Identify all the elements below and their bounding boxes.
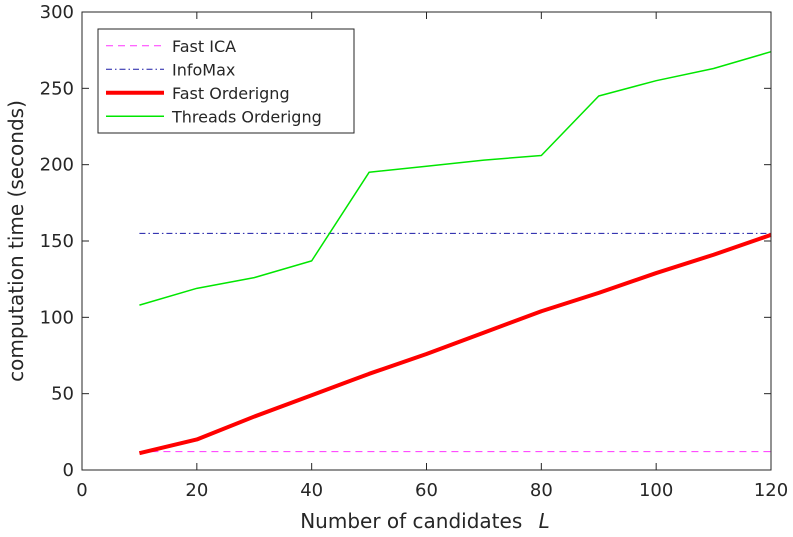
y-tick-label-2: 100 (40, 307, 74, 328)
x-axis-title-text: Number of candidates (300, 509, 522, 532)
y-axis-title: computation time (seconds) (4, 100, 28, 382)
y-tick-label-0: 0 (63, 460, 74, 481)
x-tick-label-5: 100 (639, 480, 673, 501)
x-tick-label-2: 40 (300, 480, 323, 501)
y-tick-label-3: 150 (40, 231, 74, 252)
x-axis-title: Number of candidates L (300, 509, 550, 532)
series-line-2 (138, 233, 772, 456)
y-tick-label-4: 200 (40, 155, 74, 176)
legend-label-3: Threads Orderigng (171, 107, 322, 126)
x-tick-label-4: 80 (530, 480, 553, 501)
series-layer (138, 50, 772, 456)
legend: Fast ICA InfoMax Fast Orderigng Threads Ord… (97, 28, 355, 134)
legend-label-2: Fast Orderigng (172, 84, 290, 103)
series-line-3 (139, 50, 772, 306)
legend-label-1: InfoMax (172, 60, 235, 79)
x-tick-label-3: 60 (415, 480, 438, 501)
axes-layer: 0 20 40 60 80 100 120 0 50 100 150 200 250 300 (40, 2, 789, 501)
legend-label-0: Fast ICA (172, 37, 236, 56)
y-tick-label-1: 50 (51, 384, 74, 405)
x-tick-label-1: 20 (185, 480, 208, 501)
x-tick-label-6: 120 (754, 480, 788, 501)
x-tick-label-0: 0 (76, 480, 87, 501)
y-tick-label-5: 250 (40, 78, 74, 99)
y-tick-label-6: 300 (40, 2, 74, 23)
x-axis-title-variable: L (539, 509, 550, 532)
